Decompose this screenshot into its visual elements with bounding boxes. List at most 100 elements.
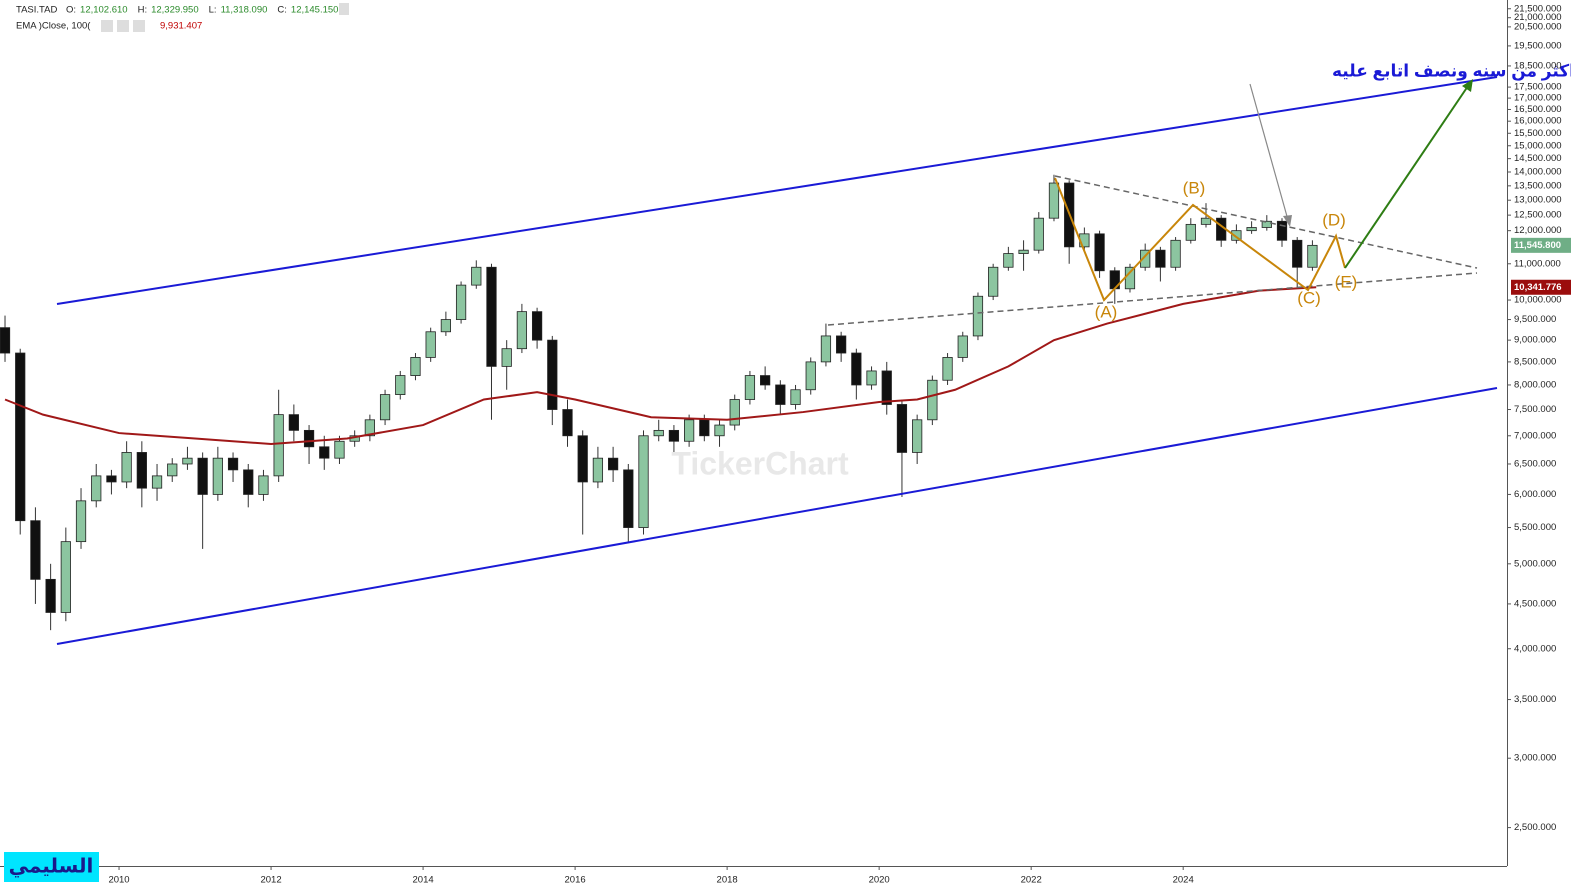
legend-menu-button[interactable] — [339, 3, 349, 15]
candle-body — [1048, 182, 1060, 219]
price-tag — [1511, 279, 1571, 295]
y-tick-label: 17,000.000 — [1514, 93, 1562, 104]
price-tag-label: 10,341.776 — [1514, 282, 1562, 293]
x-tick-label: 2020 — [869, 875, 890, 886]
candle-body — [303, 429, 315, 448]
candle-body — [760, 375, 771, 386]
legend-key: L: — [209, 5, 217, 16]
x-tick-label: 2018 — [717, 875, 738, 886]
legend-key: O: — [66, 5, 76, 16]
candle-body — [151, 475, 163, 489]
candle-body — [912, 419, 923, 453]
wave-label: (D) — [1322, 210, 1346, 229]
candle-body — [60, 541, 71, 613]
x-tick-label: 2012 — [260, 875, 281, 886]
candle-body — [136, 452, 147, 489]
candle-body — [1124, 266, 1136, 290]
wave-path — [1054, 177, 1346, 302]
ema-legend-icons[interactable] — [101, 20, 145, 32]
candle-body — [395, 375, 406, 395]
candle-body — [988, 266, 999, 297]
legend-value: 12,329.950 — [151, 5, 199, 16]
candle-body — [790, 389, 801, 405]
y-tick-label: 17,500.000 — [1514, 82, 1562, 93]
candle-body — [1261, 220, 1272, 228]
candle-body — [258, 475, 269, 495]
y-tick-label: 18,500.000 — [1514, 60, 1562, 71]
candle-body — [486, 266, 497, 367]
candle-body — [638, 435, 649, 528]
candle-body — [334, 440, 345, 459]
watermark: TickerChart — [671, 445, 849, 481]
ema-legend-name: EMA )Close, 100( — [16, 21, 91, 32]
wave-label: (B) — [1183, 178, 1206, 197]
candle-body — [927, 379, 938, 421]
y-tick-label: 15,000.000 — [1514, 140, 1562, 151]
legend-value: 12,145.150 — [291, 5, 339, 16]
candle-body — [820, 335, 832, 363]
y-tick-label: 9,000.000 — [1514, 335, 1556, 346]
wave-label: (C) — [1297, 288, 1321, 307]
legend-key: C: — [277, 5, 287, 16]
candle-body — [364, 419, 375, 437]
candle-body — [668, 429, 680, 442]
y-tick-label: 20,500.000 — [1514, 21, 1562, 32]
candle-body — [243, 469, 254, 495]
x-tick-label: 2010 — [108, 875, 129, 886]
triangle-lower — [827, 272, 1478, 326]
candle-body — [547, 339, 558, 410]
candle-body — [805, 361, 816, 391]
ema-line — [4, 286, 1317, 446]
y-tick-label: 21,000.000 — [1514, 12, 1562, 23]
triangle-upper — [1054, 175, 1478, 269]
legend-value: 11,318.090 — [221, 5, 268, 16]
candle-body — [866, 370, 877, 386]
candle-body — [577, 435, 588, 483]
arrow-head — [1283, 215, 1292, 227]
x-tick-label: 2022 — [1021, 875, 1042, 886]
settings-button[interactable] — [117, 20, 129, 32]
signature-box — [4, 852, 99, 882]
y-tick-label: 7,500.000 — [1514, 404, 1556, 415]
y-tick-label: 7,000.000 — [1514, 430, 1556, 441]
candle-body — [425, 331, 436, 358]
candle-body — [212, 457, 223, 495]
candle-body — [881, 370, 892, 405]
candle-body — [471, 266, 482, 286]
pointer-arrow — [1249, 83, 1289, 221]
ema-legend-value: 9,931.407 — [160, 21, 202, 32]
candle-body — [1003, 253, 1014, 268]
candle-body — [623, 469, 634, 528]
y-tick-label: 11,000.000 — [1514, 258, 1561, 269]
candle-body — [1276, 220, 1288, 241]
arrow-head — [1462, 79, 1473, 92]
candle-body — [942, 357, 953, 381]
candle-body — [607, 457, 619, 471]
y-tick-label: 6,500.000 — [1514, 458, 1556, 469]
candle-body — [836, 335, 847, 354]
y-tick-label: 3,500.000 — [1514, 694, 1556, 705]
y-tick-label: 8,000.000 — [1514, 379, 1556, 390]
candle-body — [653, 429, 664, 437]
remove-button[interactable] — [133, 20, 145, 32]
y-tick-label: 6,000.000 — [1514, 489, 1556, 500]
legend-key: H: — [138, 5, 148, 16]
channel-lower — [56, 387, 1498, 645]
y-tick-label: 16,500.000 — [1514, 104, 1562, 115]
candle-body — [684, 419, 695, 442]
candle-body — [455, 284, 467, 320]
candle-body — [1140, 249, 1151, 268]
y-tick-label: 10,000.000 — [1514, 295, 1562, 306]
candle-body — [75, 500, 87, 543]
candle-body — [121, 452, 132, 483]
candle-body — [744, 375, 756, 400]
price-tag — [1511, 237, 1571, 253]
candle-body — [1094, 233, 1105, 272]
visibility-button[interactable] — [101, 20, 113, 32]
candle-body — [410, 357, 421, 376]
candle-body — [379, 394, 391, 421]
candle-body — [714, 424, 725, 437]
